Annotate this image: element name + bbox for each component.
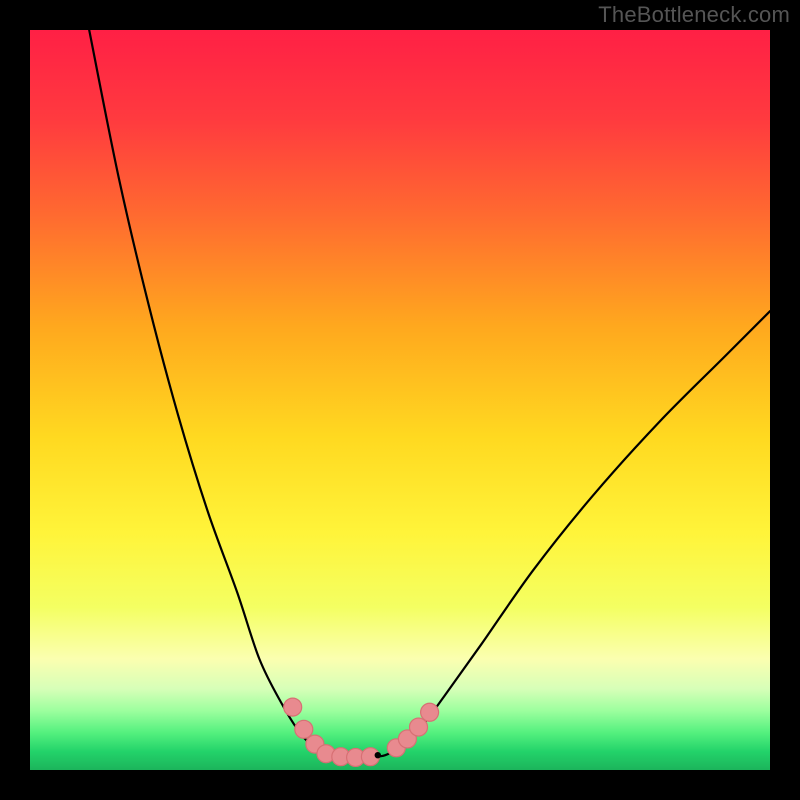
trough-marker-dot [421, 703, 439, 721]
plot-area [30, 30, 770, 770]
bottleneck-chart [30, 30, 770, 770]
minimum-marker [375, 752, 381, 758]
trough-marker-dot [295, 720, 313, 738]
chart-canvas: TheBottleneck.com [0, 0, 800, 800]
heatmap-background [30, 30, 770, 770]
trough-marker-dot [410, 718, 428, 736]
trough-marker-dot [284, 698, 302, 716]
watermark-text: TheBottleneck.com [598, 2, 790, 28]
